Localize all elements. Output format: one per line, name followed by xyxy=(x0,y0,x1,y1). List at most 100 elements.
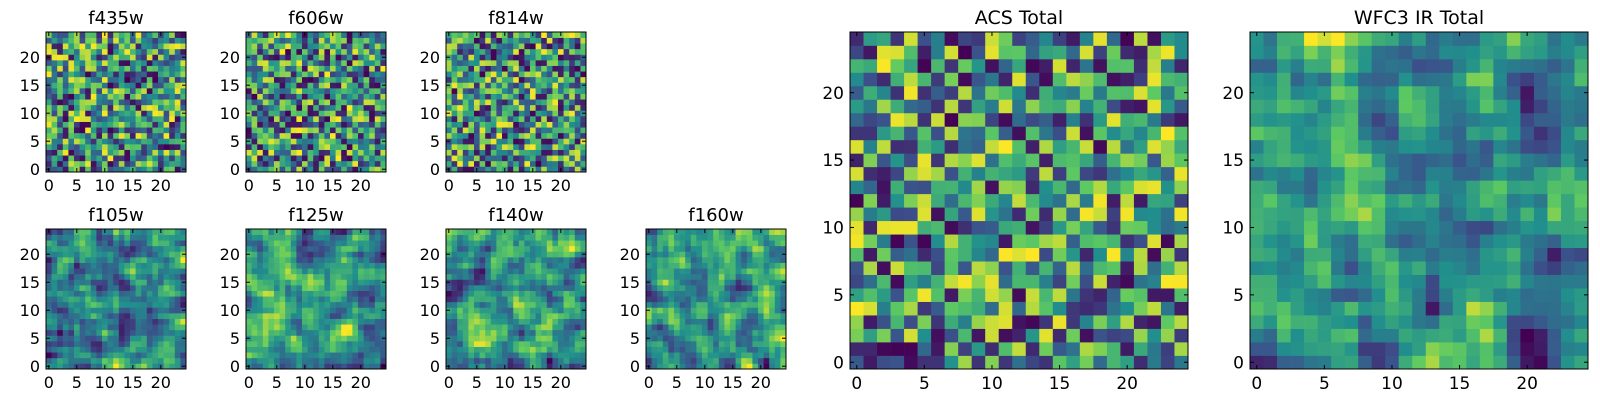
heatmap-cell xyxy=(268,110,275,117)
heatmap-cell xyxy=(290,104,297,111)
y-tick-label: 10 xyxy=(20,301,40,320)
heatmap-cell xyxy=(558,251,564,258)
heatmap-cell xyxy=(90,341,97,347)
heatmap-cell xyxy=(257,234,264,241)
heatmap-cell xyxy=(451,43,458,50)
heatmap-cell xyxy=(158,313,164,319)
heatmap-cell xyxy=(324,307,331,314)
heatmap-cell xyxy=(646,240,652,247)
heatmap-cell xyxy=(774,341,781,347)
heatmap-cell xyxy=(474,296,480,303)
heatmap-cell xyxy=(904,180,918,195)
heatmap-cell xyxy=(296,65,303,72)
heatmap-cell xyxy=(79,60,86,66)
heatmap-cell xyxy=(580,285,587,291)
heatmap-cell xyxy=(558,149,564,156)
heatmap-cell xyxy=(74,296,80,303)
heatmap-cell xyxy=(457,335,464,342)
heatmap-cell xyxy=(96,65,103,72)
heatmap-cell xyxy=(118,60,125,66)
heatmap-cell xyxy=(696,352,703,359)
heatmap-cell xyxy=(141,268,148,275)
heatmap-cell xyxy=(135,313,142,319)
heatmap-cell xyxy=(68,110,75,117)
heatmap-cell xyxy=(118,76,125,83)
heatmap-cell xyxy=(468,307,475,314)
heatmap-cell xyxy=(358,240,364,247)
heatmap-cell xyxy=(251,60,258,66)
heatmap-cell xyxy=(707,346,714,353)
heatmap-cell xyxy=(152,285,159,291)
heatmap-cell xyxy=(479,296,486,303)
heatmap-cell xyxy=(146,363,153,370)
heatmap-cell xyxy=(57,273,64,280)
heatmap-cell xyxy=(1133,355,1148,370)
heatmap-cell xyxy=(346,121,353,128)
heatmap-cell xyxy=(85,273,92,280)
heatmap-cell xyxy=(79,54,86,61)
heatmap-cell xyxy=(558,290,564,297)
heatmap-cell xyxy=(74,121,80,128)
heatmap-cell xyxy=(251,285,258,291)
heatmap-cell xyxy=(763,290,770,297)
heatmap-cell xyxy=(380,313,387,319)
heatmap-cell xyxy=(102,48,108,55)
heatmap-cell xyxy=(380,268,387,275)
heatmap-cell xyxy=(369,324,376,331)
heatmap-cell xyxy=(290,257,297,263)
heatmap-cell xyxy=(146,245,153,252)
heatmap-cell xyxy=(741,279,748,286)
heatmap-cell xyxy=(152,99,159,106)
heatmap-cell xyxy=(446,48,452,55)
heatmap-cell xyxy=(558,313,564,319)
heatmap-cell xyxy=(274,155,280,162)
heatmap-cell xyxy=(74,138,80,145)
heatmap-cell xyxy=(1039,274,1054,289)
heatmap-cell xyxy=(169,296,176,303)
heatmap-cell xyxy=(141,155,148,162)
heatmap-cell xyxy=(279,60,286,66)
heatmap-cell xyxy=(96,346,103,353)
heatmap-cell xyxy=(324,262,331,269)
heatmap-cell xyxy=(535,127,542,134)
heatmap-cell xyxy=(302,296,308,303)
y-tick-label: 20 xyxy=(220,48,240,67)
heatmap-cell xyxy=(274,88,280,94)
heatmap-cell xyxy=(1147,328,1162,343)
heatmap-cell xyxy=(68,32,75,38)
heatmap-cell xyxy=(330,99,336,106)
heatmap-cell xyxy=(569,88,576,94)
heatmap-cell xyxy=(752,234,759,241)
heatmap-cell xyxy=(774,352,781,359)
heatmap-cell xyxy=(96,301,103,308)
heatmap-cell xyxy=(707,329,714,336)
heatmap-cell xyxy=(468,357,475,364)
heatmap-cell xyxy=(535,273,542,280)
heatmap-cell xyxy=(57,76,64,83)
heatmap-cell xyxy=(62,65,69,72)
heatmap-cell xyxy=(358,307,364,314)
heatmap-cell xyxy=(451,60,458,66)
heatmap-cell xyxy=(290,138,297,145)
heatmap-cell xyxy=(651,279,658,286)
heatmap-cell xyxy=(57,127,64,134)
heatmap-cell xyxy=(279,279,286,286)
heatmap-cell xyxy=(713,262,720,269)
heatmap-cell xyxy=(246,93,252,100)
heatmap-cell xyxy=(352,65,359,72)
heatmap-cell xyxy=(124,313,131,319)
heatmap-cell xyxy=(79,273,86,280)
heatmap-cell xyxy=(468,352,475,359)
heatmap-cell xyxy=(702,240,708,247)
heatmap-cell xyxy=(685,262,692,269)
heatmap-cell xyxy=(313,307,320,314)
heatmap-cell xyxy=(702,285,708,291)
heatmap-cell xyxy=(324,234,331,241)
heatmap-cell xyxy=(274,121,280,128)
heatmap-cell xyxy=(346,324,353,331)
heatmap-cell xyxy=(1039,288,1054,302)
heatmap-cell xyxy=(268,132,275,139)
x-tick-label: 15 xyxy=(523,373,543,392)
heatmap-cell xyxy=(518,296,525,303)
heatmap-cell xyxy=(330,307,336,314)
